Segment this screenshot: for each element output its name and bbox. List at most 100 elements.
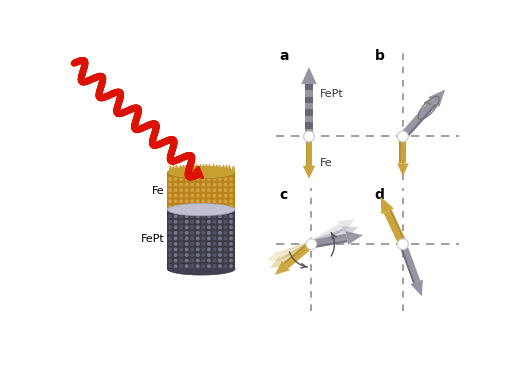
Polygon shape — [342, 226, 358, 239]
Circle shape — [218, 248, 222, 251]
Circle shape — [224, 231, 228, 235]
Circle shape — [173, 177, 178, 181]
Polygon shape — [305, 116, 313, 122]
Ellipse shape — [167, 263, 235, 275]
Text: b: b — [375, 50, 384, 63]
Circle shape — [179, 177, 183, 181]
Polygon shape — [338, 219, 355, 233]
Circle shape — [218, 242, 222, 246]
Circle shape — [173, 231, 178, 235]
Polygon shape — [312, 234, 345, 248]
Circle shape — [224, 259, 228, 262]
Circle shape — [218, 177, 222, 181]
Polygon shape — [346, 231, 363, 245]
Circle shape — [196, 194, 200, 198]
Circle shape — [202, 214, 205, 218]
Circle shape — [306, 239, 317, 250]
Circle shape — [168, 194, 172, 198]
Polygon shape — [305, 90, 313, 97]
Circle shape — [190, 183, 194, 186]
Circle shape — [213, 264, 216, 268]
Circle shape — [168, 220, 172, 224]
Polygon shape — [305, 97, 313, 103]
Circle shape — [196, 199, 200, 203]
Circle shape — [229, 231, 233, 235]
Circle shape — [173, 259, 178, 262]
Circle shape — [207, 220, 211, 224]
Circle shape — [179, 225, 183, 229]
Circle shape — [202, 253, 205, 257]
Circle shape — [185, 199, 189, 203]
Circle shape — [207, 231, 211, 235]
Circle shape — [229, 188, 233, 192]
Circle shape — [190, 188, 194, 192]
Circle shape — [179, 248, 183, 251]
Circle shape — [213, 231, 216, 235]
Circle shape — [185, 253, 189, 257]
Polygon shape — [303, 166, 315, 179]
Circle shape — [229, 220, 233, 224]
Circle shape — [202, 220, 205, 224]
Circle shape — [202, 177, 205, 181]
Polygon shape — [270, 256, 285, 268]
Polygon shape — [278, 241, 313, 259]
Circle shape — [179, 199, 183, 203]
Circle shape — [196, 259, 200, 262]
Circle shape — [179, 242, 183, 246]
Circle shape — [179, 194, 183, 198]
Circle shape — [207, 199, 211, 203]
Circle shape — [213, 248, 216, 251]
Circle shape — [207, 205, 211, 209]
Circle shape — [224, 199, 228, 203]
Circle shape — [218, 199, 222, 203]
Circle shape — [202, 199, 205, 203]
Polygon shape — [280, 241, 313, 264]
Circle shape — [196, 205, 200, 209]
Circle shape — [185, 205, 189, 209]
Circle shape — [179, 188, 183, 192]
Circle shape — [218, 253, 222, 257]
Bar — [167, 172, 235, 210]
Polygon shape — [381, 197, 394, 214]
Polygon shape — [311, 234, 348, 248]
Circle shape — [190, 248, 194, 251]
Polygon shape — [312, 229, 343, 248]
Circle shape — [218, 205, 222, 209]
Circle shape — [168, 248, 172, 251]
Polygon shape — [400, 137, 406, 163]
Circle shape — [213, 205, 216, 209]
Circle shape — [190, 199, 194, 203]
Circle shape — [190, 259, 194, 262]
Circle shape — [207, 253, 211, 257]
Circle shape — [213, 183, 216, 186]
Circle shape — [179, 220, 183, 224]
Polygon shape — [305, 122, 313, 128]
Circle shape — [224, 214, 228, 218]
Circle shape — [213, 225, 216, 229]
Circle shape — [168, 199, 172, 203]
Circle shape — [185, 231, 189, 235]
Circle shape — [168, 253, 172, 257]
Circle shape — [173, 242, 178, 246]
Circle shape — [196, 188, 200, 192]
Circle shape — [308, 241, 311, 244]
Circle shape — [213, 220, 216, 224]
Circle shape — [229, 199, 233, 203]
Circle shape — [190, 214, 194, 218]
Circle shape — [213, 214, 216, 218]
Circle shape — [185, 177, 189, 181]
Circle shape — [179, 264, 183, 268]
Circle shape — [207, 248, 211, 251]
Circle shape — [179, 214, 183, 218]
Circle shape — [218, 225, 222, 229]
Circle shape — [229, 242, 233, 246]
Text: d: d — [375, 188, 384, 202]
Circle shape — [168, 214, 172, 218]
Circle shape — [168, 183, 172, 186]
Circle shape — [173, 220, 178, 224]
Circle shape — [168, 242, 172, 246]
Text: FePt: FePt — [320, 89, 343, 99]
Circle shape — [218, 194, 222, 198]
Circle shape — [190, 264, 194, 268]
Circle shape — [207, 183, 211, 186]
